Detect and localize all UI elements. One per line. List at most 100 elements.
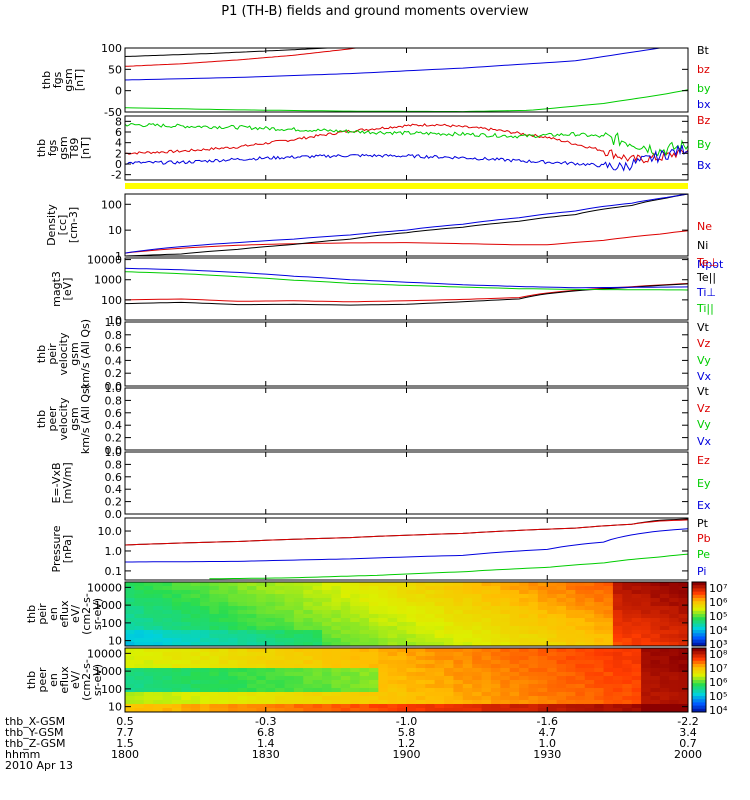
spectrogram-cell (359, 638, 370, 643)
spectrogram-cell (350, 606, 361, 611)
spectrogram-cell (641, 590, 651, 595)
spectrogram-cell (143, 652, 154, 657)
spectrogram-cell (425, 648, 436, 653)
spectrogram-cell (284, 614, 295, 619)
spectrogram-cell (181, 700, 192, 705)
spectrogram-cell (444, 708, 454, 713)
spectrogram-cell (256, 598, 267, 603)
spectrogram-cell (209, 606, 220, 611)
spectrogram-cell (547, 664, 558, 669)
spectrogram-cell (378, 664, 389, 669)
spectrogram-cell (218, 672, 229, 677)
spectrogram-cell (594, 660, 605, 665)
spectrogram-cell (537, 692, 548, 697)
spectrogram-cell (143, 704, 154, 709)
spectrogram-cell (246, 594, 257, 599)
spectrogram-cell (359, 618, 370, 623)
spectrogram-cell (622, 614, 633, 619)
spectrogram-cell (190, 704, 201, 709)
y-axis-label: thb (35, 410, 48, 428)
spectrogram-cell (537, 648, 548, 653)
spectrogram-cell (275, 606, 286, 611)
ytick-label: 0.8 (105, 458, 123, 471)
spectrogram-cell (537, 630, 548, 635)
spectrogram-cell (584, 606, 595, 611)
spectrogram-cell (415, 680, 426, 685)
spectrogram-cell (434, 684, 445, 689)
spectrogram-cell (575, 626, 586, 631)
spectrogram-cell (669, 704, 680, 709)
spectrogram-cell (481, 688, 492, 693)
spectrogram-cell (246, 602, 257, 607)
spectrogram-cell (434, 606, 445, 611)
spectrogram-cell (153, 602, 164, 607)
spectrogram-cell (612, 630, 623, 635)
spectrogram-cell (322, 634, 332, 639)
spectrogram-cell (641, 708, 651, 713)
spectrogram-cell (171, 668, 182, 673)
spectrogram-cell (378, 708, 389, 713)
spectrogram-cell (125, 634, 135, 639)
spectrogram-cell (209, 664, 220, 669)
spectrogram-cell (387, 594, 398, 599)
spectrogram-cell (125, 626, 135, 631)
spectrogram-cell (462, 582, 473, 587)
spectrogram-cell (209, 590, 220, 595)
spectrogram-cell (171, 586, 182, 591)
spectrogram-cell (584, 696, 595, 701)
spectrogram-cell (303, 598, 314, 603)
spectrogram-cell (256, 630, 267, 635)
series-line-density-Ne (124, 230, 689, 254)
spectrogram-cell (284, 610, 295, 615)
spectrogram-cell (350, 692, 361, 697)
spectrogram-cell (246, 668, 257, 673)
spectrogram-cell (641, 684, 651, 689)
spectrogram-cell (237, 672, 248, 677)
spectrogram-cell (622, 680, 633, 685)
spectrogram-cell (246, 582, 257, 587)
spectrogram-cell (537, 704, 548, 709)
spectrogram-cell (228, 648, 239, 653)
spectrogram-cell (368, 652, 379, 657)
spectrogram-cell (537, 642, 548, 647)
colorbar-segment (692, 686, 706, 691)
spectrogram-cell (275, 614, 286, 619)
spectrogram-cell (125, 696, 135, 701)
spectrogram-cell (556, 696, 567, 701)
spectrogram-cell (293, 614, 304, 619)
spectrogram-cell (472, 648, 483, 653)
spectrogram-cell (659, 660, 670, 665)
spectrogram-cell (472, 586, 483, 591)
spectrogram-cell (519, 672, 529, 677)
spectrogram-cell (143, 630, 154, 635)
spectrogram-cell (218, 704, 229, 709)
spectrogram-cell (425, 668, 436, 673)
spectrogram-cell (143, 708, 154, 713)
spectrogram-cell (659, 692, 670, 697)
spectrogram-cell (125, 692, 135, 697)
spectrogram-cell (509, 652, 520, 657)
spectrogram-cell (425, 664, 436, 669)
spectrogram-cell (387, 676, 398, 681)
spectrogram-cell (650, 648, 661, 653)
spectrogram-cell (556, 638, 567, 643)
spectrogram-cell (218, 642, 229, 647)
spectrogram-cell (378, 602, 389, 607)
spectrogram-cell (612, 700, 623, 705)
spectrogram-cell (246, 614, 257, 619)
spectrogram-cell (453, 590, 464, 595)
spectrogram-cell (293, 594, 304, 599)
spectrogram-cell (603, 606, 614, 611)
spectrogram-cell (275, 626, 286, 631)
spectrogram-cell (246, 680, 257, 685)
spectrogram-cell (453, 618, 464, 623)
spectrogram-cell (350, 610, 361, 615)
spectrogram-cell (509, 704, 520, 709)
spectrogram-cell (537, 582, 548, 587)
spectrogram-cell (387, 590, 398, 595)
spectrogram-cell (612, 704, 623, 709)
spectrogram-cell (143, 582, 154, 587)
spectrogram-cell (397, 634, 407, 639)
spectrogram-cell (340, 656, 351, 661)
spectrogram-cell (584, 598, 595, 603)
